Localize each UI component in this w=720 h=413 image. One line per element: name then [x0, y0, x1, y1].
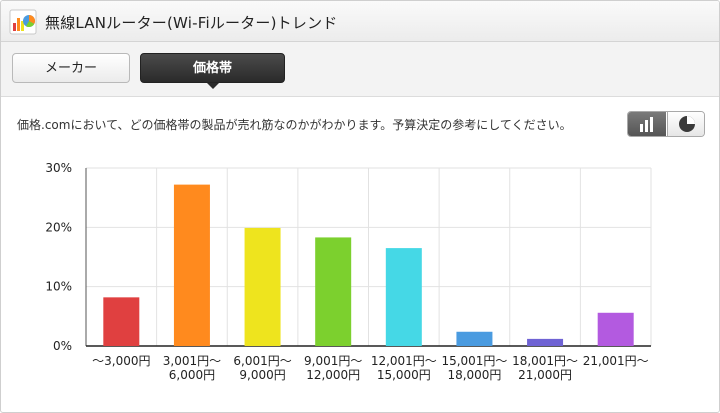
bar-view-button[interactable]: [628, 112, 666, 136]
pie-view-button[interactable]: [667, 112, 704, 136]
x-tick-label: 15,001円～: [441, 354, 507, 368]
x-tick-label: 21,001円～: [583, 354, 649, 368]
x-tick-label: 6,000円: [169, 368, 215, 382]
y-tick-label: 20%: [45, 220, 72, 234]
bar[interactable]: [173, 184, 210, 346]
x-tick-label: 9,000円: [239, 368, 285, 382]
x-tick-label: 21,000円: [518, 368, 572, 382]
x-tick-label: 12,000円: [306, 368, 360, 382]
x-tick-label: 12,001円～: [371, 354, 437, 368]
tab-price-range[interactable]: 価格帯: [140, 53, 285, 83]
tab-bar: メーカー 価格帯: [1, 42, 719, 97]
active-tab-pointer: [207, 83, 219, 89]
x-tick-label: 6,001円～: [233, 354, 291, 368]
chart-app-icon: [9, 9, 37, 35]
pie-chart-icon: [679, 116, 695, 132]
y-tick-label: 10%: [45, 280, 72, 294]
bar[interactable]: [244, 227, 281, 346]
x-tick-label: 15,000円: [377, 368, 431, 382]
y-tick-label: 30%: [45, 161, 72, 175]
page-title: 無線LANルーター(Wi-Fiルーター)トレンド: [45, 14, 338, 32]
x-tick-label: 18,000円: [447, 368, 501, 382]
bar[interactable]: [456, 331, 493, 346]
bar[interactable]: [103, 297, 140, 346]
tab-maker[interactable]: メーカー: [12, 53, 130, 83]
description-text: 価格.comにおいて、どの価格帯の製品が売れ筋なのかがわかります。予算決定の参考…: [17, 118, 572, 132]
bar-chart-icon: [640, 117, 653, 132]
panel-header: 無線LANルーター(Wi-Fiルーター)トレンド: [1, 1, 719, 42]
x-tick-label: 3,001円～: [163, 354, 221, 368]
x-tick-label: 18,001円～: [512, 354, 578, 368]
x-tick-label: 9,001円～: [304, 354, 362, 368]
y-tick-label: 0%: [53, 339, 72, 353]
bar[interactable]: [315, 237, 352, 346]
price-range-bar-chart: 0%10%20%30%～3,000円 3,001円～6,000円6,001円～9,…: [45, 161, 652, 382]
bar[interactable]: [527, 338, 564, 346]
bar[interactable]: [597, 312, 634, 346]
bar[interactable]: [385, 248, 422, 346]
chart-view-toggle: [627, 111, 705, 137]
x-tick-label: ～3,000円: [92, 354, 150, 368]
